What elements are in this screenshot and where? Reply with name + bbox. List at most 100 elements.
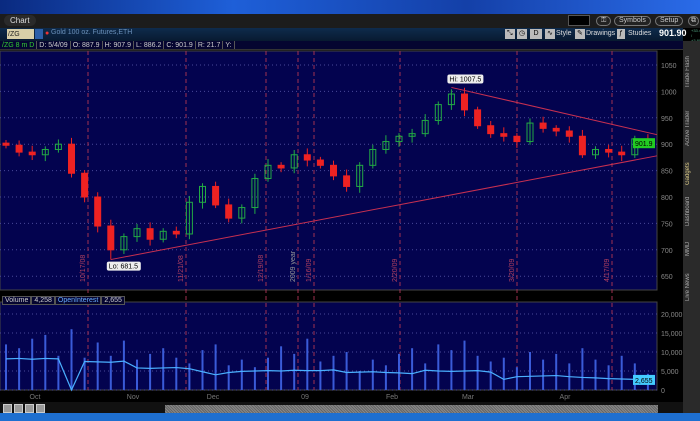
volume-bar [280, 346, 283, 390]
candle-body [421, 119, 429, 135]
low-label: Lo: 681.5 [109, 264, 138, 271]
price-tick-label: 800 [661, 195, 673, 202]
right-sidebar: Trade Flash Active Trader Gadgets Dashbo… [683, 41, 700, 413]
month-tick-label: Feb [386, 394, 398, 401]
volume-bar [529, 352, 531, 390]
date-marker-label: 4/17/09 [604, 259, 611, 282]
time-icon[interactable]: ◷ [517, 29, 528, 39]
low-label-box [106, 261, 141, 271]
volume-bar [240, 359, 243, 390]
volume-bar [463, 340, 466, 390]
candle-body [172, 230, 180, 235]
candle-body [500, 133, 508, 137]
price-tick-label: 950 [661, 116, 673, 123]
drawings-icon[interactable]: ✎ [575, 29, 585, 39]
volume-bar [31, 338, 34, 390]
oi-value: 2,655 [101, 296, 125, 305]
horizontal-scrollbar[interactable] [165, 405, 658, 413]
zoom-out-icon[interactable] [25, 404, 34, 413]
open-interest-line [5, 357, 648, 392]
high-label: Hi: 1007.5 [449, 76, 481, 83]
info-y: Y: [223, 41, 235, 49]
price-info-bar: /ZG 8 m D D: 5/4/09 O: 887.9 H: 907.9 L:… [0, 41, 683, 50]
candle-body [487, 125, 495, 135]
date-marker-label: 10/17/08 [80, 255, 87, 282]
volume-bar [5, 344, 7, 390]
volume-bar [149, 353, 152, 390]
volume-bar [293, 353, 296, 390]
info-low: L: 886.2 [134, 41, 165, 49]
candle-body [578, 135, 586, 156]
setup-button[interactable]: Setup [655, 16, 684, 26]
volume-bar [83, 357, 86, 390]
candle-body [316, 159, 324, 166]
alert-icon: ● [45, 30, 50, 37]
style-icon[interactable]: ∿ [545, 29, 555, 39]
sidebar-tab-live-news[interactable]: Live News [685, 273, 691, 301]
volume-bar [489, 361, 492, 390]
price-tick-label: 650 [661, 274, 673, 281]
candle-body [290, 154, 298, 169]
grid-icon[interactable] [3, 404, 12, 413]
studies-icon[interactable]: ƒ [617, 29, 625, 39]
candle-body [107, 225, 115, 251]
detach-icon[interactable]: ⧉ [688, 16, 699, 26]
candle-body [94, 196, 102, 227]
period-button[interactable]: D [530, 29, 542, 39]
link-color-box[interactable] [568, 15, 590, 26]
tab-chart[interactable]: Chart [4, 15, 36, 26]
drawings-button[interactable]: Drawings [586, 30, 616, 37]
style-button[interactable]: Style [556, 30, 572, 37]
sidebar-tab-gadgets[interactable]: Gadgets [685, 162, 691, 186]
volume-bar [70, 329, 73, 390]
sidebar-tab-active-trader[interactable]: Active Trader [685, 110, 691, 147]
high-label-box [447, 74, 484, 84]
candle-body [303, 154, 311, 161]
candle-body [565, 130, 573, 137]
zoom-in-icon[interactable] [14, 404, 23, 413]
candle-body [28, 151, 36, 156]
key-icon[interactable]: ⚿ [596, 16, 612, 26]
candle-body [68, 143, 75, 174]
sidebar-tab-trade-flash[interactable]: Trade Flash [685, 56, 691, 89]
desktop-header-banner [0, 0, 700, 14]
candle-body [81, 172, 89, 198]
sidebar-tab-mmd[interactable]: MMD [685, 241, 691, 257]
candle-body [277, 164, 285, 169]
candle-body [539, 122, 547, 129]
candle-body [251, 178, 259, 209]
symbol-input[interactable] [7, 29, 34, 39]
candle-body [408, 133, 416, 137]
volume-bar [371, 359, 374, 390]
symbols-button[interactable]: Symbols [614, 16, 651, 26]
date-marker-label: 12/19/08 [258, 255, 265, 282]
symbol-dropdown-button[interactable] [35, 29, 43, 39]
candle-body [369, 148, 377, 166]
month-tick-label: Dec [207, 394, 220, 401]
month-tick-label: Mar [462, 394, 475, 401]
volume-bar [594, 359, 597, 390]
last-price-marker [633, 138, 655, 149]
volume-bar [267, 357, 269, 390]
volume-bar [57, 355, 60, 390]
zoom-icon[interactable]: ⤡ [505, 29, 515, 39]
price-tick-label: 900 [661, 142, 673, 149]
volume-bar [384, 365, 387, 390]
info-range: R: 21.7 [196, 41, 224, 49]
candle-body [41, 148, 49, 156]
volume-bar [581, 348, 584, 390]
net-change: +33.4 / +3.8% [691, 28, 700, 43]
symbol-description: Gold 100 oz. Futures,ETH [51, 29, 133, 36]
sidebar-tab-dashboard[interactable]: Dashboard [685, 196, 691, 226]
volume-bar [96, 342, 99, 390]
volume-bar [555, 353, 558, 390]
price-tick-label: 750 [661, 221, 673, 228]
price-chart[interactable]: 650 700 750 800 850 900 950 1000 1050 0 5,000 10,00… [0, 50, 683, 402]
volume-bar [345, 352, 348, 390]
draw-line-icon[interactable] [36, 404, 45, 413]
volume-info-bar: Volume 4,258 OpenInterest 2,655 [2, 296, 125, 305]
date-marker-label: 3/20/09 [509, 259, 516, 282]
candle-body [54, 143, 62, 150]
studies-button[interactable]: Studies [628, 30, 652, 37]
volume-tick-label: 0 [661, 388, 665, 395]
